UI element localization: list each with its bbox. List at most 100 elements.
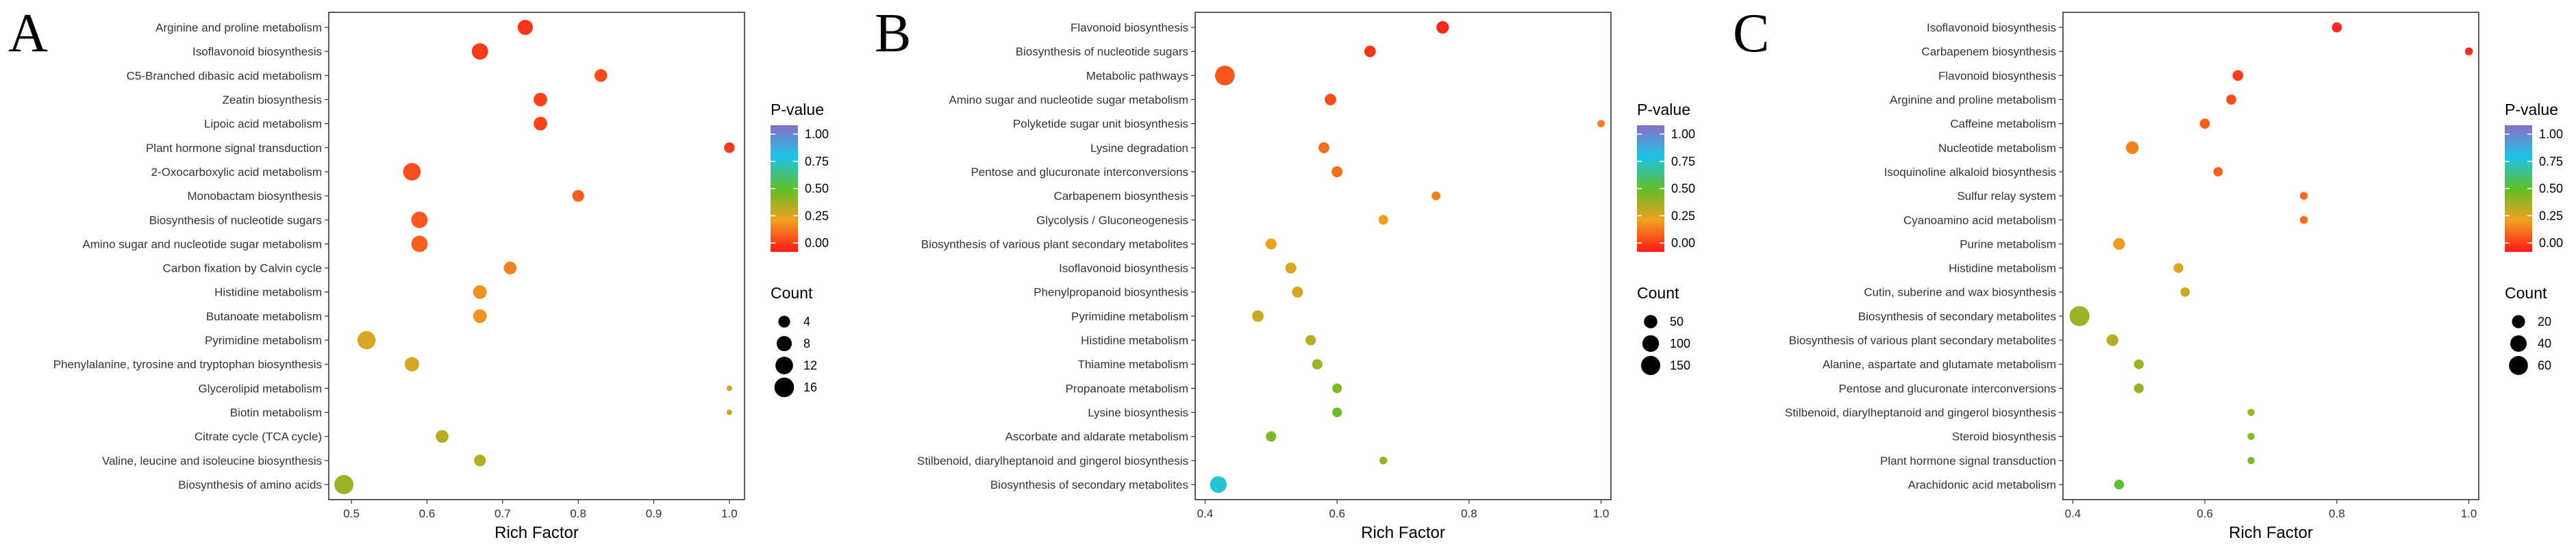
y-tick-label: Biosynthesis of various plant secondary … xyxy=(921,237,1188,250)
plot-frame xyxy=(2062,12,2479,500)
y-tick-label: Butanoate metabolism xyxy=(206,310,322,323)
data-point xyxy=(1214,65,1235,86)
panel-letter: C xyxy=(1733,3,1769,64)
y-tick-label: Isoflavonoid biosynthesis xyxy=(1059,262,1188,275)
x-axis-title: Rich Factor xyxy=(495,524,579,542)
data-point xyxy=(1285,262,1297,274)
data-point xyxy=(1332,383,1342,394)
y-tick-label: Biotin metabolism xyxy=(230,407,322,420)
y-tick-label: Biosynthesis of various plant secondary … xyxy=(1789,334,2056,347)
y-tick-label: Plant hormone signal transduction xyxy=(1880,454,2056,467)
y-tick-label: Histidine metabolism xyxy=(1081,334,1188,347)
data-point xyxy=(724,142,735,153)
y-tick-label: Flavonoid biosynthesis xyxy=(1938,69,2056,82)
data-point xyxy=(572,190,584,202)
data-point xyxy=(726,409,732,415)
y-tick-label: Citrate cycle (TCA cycle) xyxy=(195,430,322,443)
data-point xyxy=(2114,479,2125,490)
data-point xyxy=(2299,216,2308,224)
y-tick-label: Thiamine metabolism xyxy=(1077,358,1188,371)
data-point xyxy=(357,331,376,350)
y-tick-label: Purine metabolism xyxy=(1960,237,2056,250)
data-point xyxy=(1312,359,1323,370)
data-point xyxy=(2173,263,2184,273)
data-point xyxy=(2134,383,2144,394)
y-tick-label: Steroid biosynthesis xyxy=(1952,430,2056,443)
data-point xyxy=(1436,21,1449,34)
data-point xyxy=(1597,120,1605,128)
y-tick-label: C5-Branched dibasic acid metabolism xyxy=(127,69,322,82)
data-point xyxy=(474,454,486,467)
pvalue-legend-label: 1.00 xyxy=(2539,127,2563,141)
y-tick-label: Pentose and glucuronate interconversions xyxy=(1838,382,2056,395)
data-point xyxy=(1318,142,1329,153)
y-tick-label: Isoquinoline alkaloid biosynthesis xyxy=(1884,166,2056,179)
y-tick-label: Caffeine metabolism xyxy=(1950,118,2056,131)
y-tick-label: Lipoic acid metabolism xyxy=(204,118,322,131)
data-point xyxy=(2247,409,2255,416)
y-tick-label: Phenylalanine, tyrosine and tryptophan b… xyxy=(53,358,322,371)
y-tick-label: Arginine and proline metabolism xyxy=(1890,93,2056,106)
data-point xyxy=(2331,22,2342,33)
data-point xyxy=(503,261,517,274)
y-tick-label: Biosynthesis of nucleotide sugars xyxy=(1016,45,1188,58)
count-legend-dot xyxy=(1644,315,1658,329)
y-tick-label: 2-Oxocarboxylic acid metabolism xyxy=(151,166,322,179)
y-tick-label: Zeatin biosynthesis xyxy=(222,93,322,106)
y-tick-label: Propanoate metabolism xyxy=(1065,382,1188,395)
y-tick-label: Carbapenem biosynthesis xyxy=(1921,45,2056,58)
data-point xyxy=(1252,310,1264,322)
data-point xyxy=(411,211,428,229)
count-legend-label: 4 xyxy=(803,315,810,329)
y-tick-label: Polyketide sugar unit biosynthesis xyxy=(1013,118,1188,131)
count-legend-dot xyxy=(778,316,790,328)
pvalue-legend-label: 0.50 xyxy=(1671,182,1695,196)
plot-frame xyxy=(1195,12,1612,500)
y-tick-label: Biosynthesis of secondary metabolites xyxy=(1858,310,2056,323)
pvalue-legend-label: 1.00 xyxy=(1671,127,1695,141)
y-tick-label: Amino sugar and nucleotide sugar metabol… xyxy=(82,237,322,250)
pvalue-legend-label: 0.75 xyxy=(805,155,829,168)
count-legend-title: Count xyxy=(1637,284,1679,302)
y-tick-label: Glycerolipid metabolism xyxy=(199,382,322,395)
data-point xyxy=(1431,191,1441,201)
y-tick-label: Monobactam biosynthesis xyxy=(187,190,322,203)
data-point xyxy=(2125,141,2139,155)
count-legend-dot xyxy=(775,357,793,374)
x-tick-label: 0.7 xyxy=(495,507,511,520)
x-tick-label: 1.0 xyxy=(2461,507,2477,520)
data-point xyxy=(1292,286,1303,298)
data-point xyxy=(594,68,608,82)
panel-letter: A xyxy=(8,3,48,64)
data-point xyxy=(411,235,428,253)
pvalue-legend-label: 0.25 xyxy=(2539,209,2563,222)
data-point xyxy=(2232,70,2244,81)
y-tick-label: Valine, leucine and isoleucine biosynthe… xyxy=(102,454,322,467)
x-tick-label: 0.6 xyxy=(2197,507,2213,520)
y-tick-label: Carbon fixation by Calvin cycle xyxy=(163,262,322,275)
y-tick-label: Arginine and proline metabolism xyxy=(155,21,322,34)
data-point xyxy=(517,19,534,36)
data-point xyxy=(2226,94,2237,105)
pvalue-legend-label: 0.75 xyxy=(2539,155,2563,168)
data-point xyxy=(534,92,547,107)
data-point xyxy=(2464,47,2473,55)
data-point xyxy=(2113,237,2125,250)
y-tick-label: Lysine biosynthesis xyxy=(1088,407,1188,420)
count-legend-dot xyxy=(2512,315,2525,329)
x-tick-label: 0.4 xyxy=(2065,507,2081,520)
y-tick-label: Stilbenoid, diarylheptanoid and gingerol… xyxy=(1785,407,2056,420)
pvalue-legend-label: 0.25 xyxy=(1671,209,1695,222)
data-point xyxy=(1364,45,1376,57)
x-tick-label: 0.5 xyxy=(343,507,360,520)
y-tick-label: Stilbenoid, diarylheptanoid and gingerol… xyxy=(917,454,1188,467)
pvalue-legend-label: 0.25 xyxy=(805,209,829,222)
count-legend-title: Count xyxy=(771,284,813,302)
data-point xyxy=(2247,433,2255,440)
data-point xyxy=(1331,166,1343,177)
count-legend-label: 8 xyxy=(803,337,810,350)
count-legend-label: 50 xyxy=(1670,315,1684,329)
y-tick-label: Pyrimidine metabolism xyxy=(205,334,322,347)
y-tick-label: Ascorbate and aldarate metabolism xyxy=(1005,430,1188,443)
data-point xyxy=(436,430,449,443)
